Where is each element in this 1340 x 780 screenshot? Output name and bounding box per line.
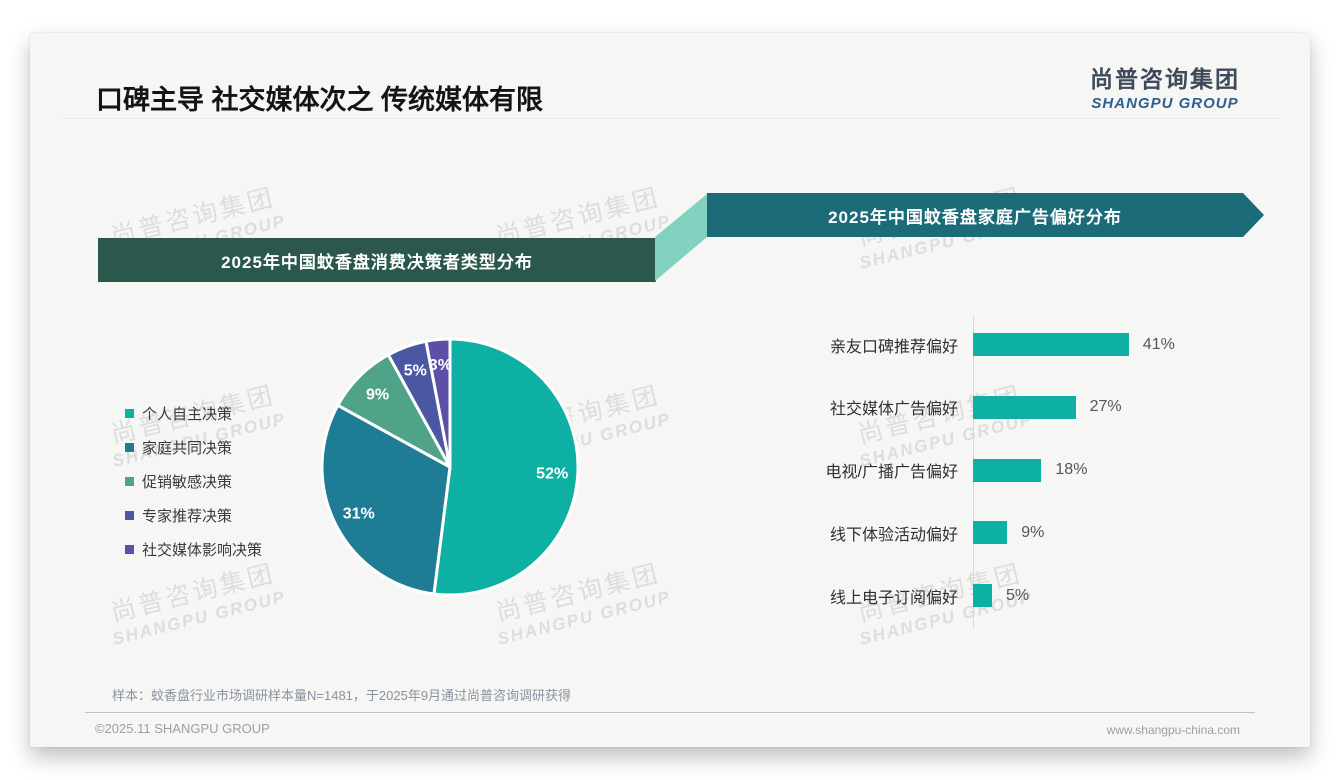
legend-swatch (125, 443, 134, 452)
legend-item: 个人自主决策 (125, 403, 262, 424)
legend-swatch (125, 511, 134, 520)
pie-slice-label: 31% (343, 505, 375, 522)
bar-row: 线下体验活动偏好 9% (590, 521, 1270, 545)
bar-value-label: 41% (1142, 335, 1175, 353)
logo-english-name: SHANGPU GROUP (1091, 95, 1239, 112)
bar-category-label: 亲友口碑推荐偏好 (829, 338, 958, 356)
footer-website: www.shangpu-china.com (1106, 723, 1240, 737)
bar-fill (973, 458, 1042, 482)
pie-slice-label: 5% (404, 363, 427, 380)
pie-slice-label: 9% (366, 387, 389, 404)
legend-item: 社交媒体影响决策 (125, 539, 262, 560)
bar-category-label: 社交媒体广告偏好 (829, 401, 958, 419)
bar-chart-title-banner: 2025年中国蚊香盘家庭广告偏好分布 (707, 193, 1264, 237)
bar-value-label: 27% (1089, 398, 1122, 416)
bar-fill (973, 333, 1129, 356)
legend-swatch (125, 409, 134, 418)
bar-fill (973, 521, 1008, 545)
bar-row: 社交媒体广告偏好 27% (590, 395, 1270, 419)
pie-slice-5 (424, 337, 452, 469)
footer-copyright: ©2025.11 SHANGPU GROUP (95, 721, 270, 736)
pie-legend: 个人自主决策 家庭共同决策 促销敏感决策 专家推荐决策社交媒体影响决策 (125, 403, 262, 560)
pie-slice-2 (320, 403, 452, 596)
legend-item: 家庭共同决策 (125, 437, 262, 458)
bar-fill (973, 584, 992, 607)
bar-value-label: 9% (1021, 523, 1045, 541)
bar-row: 电视/广播广告偏好 18% (590, 458, 1270, 482)
bar-category-label: 线下体验活动偏好 (829, 526, 958, 544)
pie-chart-title-banner: 2025年中国蚊香盘消费决策者类型分布 (98, 238, 656, 282)
bar-category-label: 电视/广播广告偏好 (825, 464, 958, 481)
title-divider (60, 118, 1280, 119)
pie-chart: 52% 31% 9% 5% 3% (320, 337, 580, 597)
legend-label: 社交媒体影响决策 (142, 542, 263, 559)
pie-chart-title: 2025年中国蚊香盘消费决策者类型分布 (221, 252, 533, 272)
bar-category-label: 线上电子订阅偏好 (829, 589, 958, 607)
bar-row: 亲友口碑推荐偏好 41% (590, 333, 1270, 356)
footer-divider (85, 712, 1255, 713)
bar-chart-title: 2025年中国蚊香盘家庭广告偏好分布 (828, 207, 1122, 227)
pie-slice-1 (432, 337, 580, 597)
bar-value-label: 5% (1006, 586, 1030, 604)
page-title: 口碑主导 社交媒体次之 传统媒体有限 (96, 85, 544, 115)
pie-slice-label: 3% (429, 357, 452, 374)
bar-fill (973, 395, 1076, 419)
bar-value-label: 18% (1055, 461, 1088, 478)
bar-row: 线上电子订阅偏好 5% (590, 584, 1270, 607)
pie-slice-label: 52% (536, 465, 568, 482)
legend-item: 专家推荐决策 (125, 505, 262, 526)
bar-chart: 亲友口碑推荐偏好 41% 社交媒体广告偏好 27% 电视/广播广告偏好 18% 线下体验活动… (590, 315, 1270, 645)
legend-swatch (125, 477, 134, 486)
logo-chinese-name: 尚普咨询集团 (1090, 66, 1240, 92)
legend-label: 个人自主决策 (142, 406, 233, 423)
legend-label: 家庭共同决策 (142, 440, 233, 457)
legend-label: 专家推荐决策 (142, 508, 233, 525)
legend-label: 促销敏感决策 (142, 474, 233, 491)
company-logo: 尚普咨询集团 SHANGPU GROUP (1090, 60, 1240, 112)
legend-swatch (125, 545, 134, 554)
legend-item: 促销敏感决策 (125, 471, 262, 492)
sample-note: 样本：蚊香盘行业市场调研样本量N=1481，于2025年9月通过尚普咨询调研获得 (112, 688, 572, 703)
banner-connector-ribbon (655, 194, 707, 281)
